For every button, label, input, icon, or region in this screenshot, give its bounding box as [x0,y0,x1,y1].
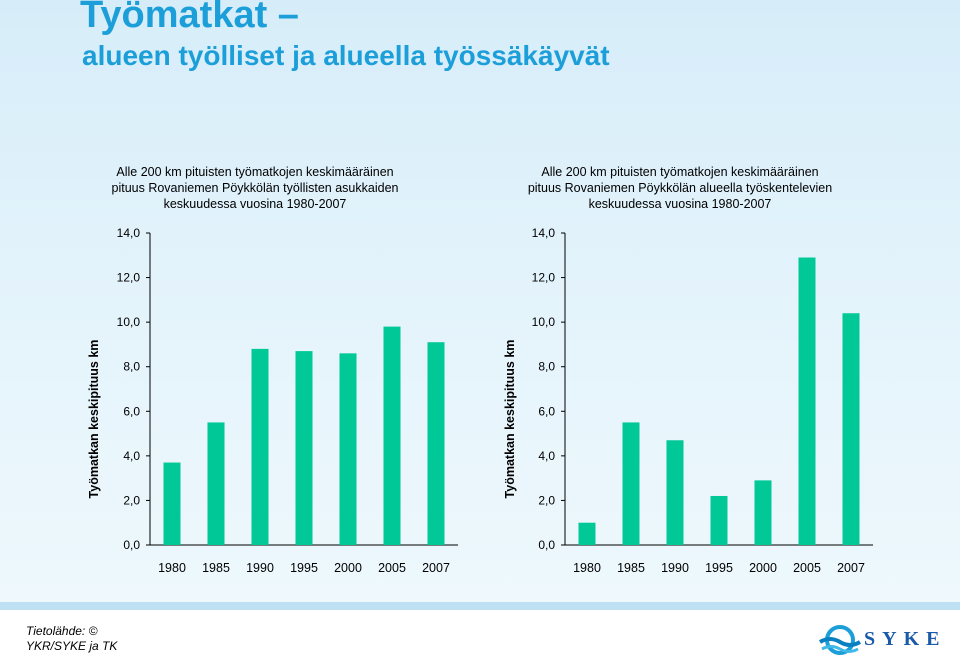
source-line-2: YKR/SYKE ja TK [26,639,118,653]
chart2-y-tick-label: 6,0 [538,404,555,418]
chart2-y-tick-label: 12,0 [532,271,556,285]
chart2-bar-1985 [622,422,640,545]
chart2-bar-2007 [842,313,860,545]
chart1-y-tick-label: 8,0 [123,360,140,374]
chart2-y-tick-label: 2,0 [538,493,555,507]
chart2-title-line-2: pituus Rovaniemen Pöykkölän alueella työ… [528,181,832,195]
syke-logo-icon [818,625,862,655]
chart2-y-axis-label: Työmatkan keskipituus km [503,340,517,499]
chart1-y-tick-label: 14,0 [117,226,141,240]
chart1-bar-1980 [163,462,181,545]
chart1-y-tick-label: 0,0 [123,538,140,552]
syke-logo: SYKE [818,620,939,660]
chart2-bar-2005 [798,257,816,545]
chart2-y-tick-label: 4,0 [538,449,555,463]
chart2-y-tick-label: 10,0 [532,315,556,329]
chart1-x-tick-label: 1995 [290,561,318,575]
chart1-bar-2007 [427,342,445,545]
chart1-bar-2005 [383,326,401,545]
chart2-y-tick-label: 0,0 [538,538,555,552]
chart1-bar-1990 [251,348,269,545]
chart1-x-tick-label: 1980 [158,561,186,575]
chart1-bar-1995 [295,351,313,545]
chart2-bar-1995 [710,495,728,545]
footer-divider [0,602,960,610]
charts-canvas: Alle 200 km pituisten työmatkojen keskim… [87,165,873,575]
chart1-bar-2000 [339,353,357,545]
chart1-x-tick-label: 1990 [246,561,274,575]
chart2-bar-1980 [578,522,596,545]
chart1-title-line-3: keskuudessa vuosina 1980-2007 [164,197,347,211]
chart2-x-tick-label: 2005 [793,561,821,575]
chart1-x-tick-label: 1985 [202,561,230,575]
chart1-bar-1985 [207,422,225,545]
chart2-bar-1990 [666,440,684,545]
chart1-y-tick-label: 10,0 [117,315,141,329]
chart2-x-tick-label: 1995 [705,561,733,575]
chart2-x-tick-label: 2007 [837,561,865,575]
chart2-x-tick-label: 1980 [573,561,601,575]
chart2-x-tick-label: 2000 [749,561,777,575]
chart2-title-line-1: Alle 200 km pituisten työmatkojen keskim… [541,165,818,179]
chart1-y-tick-label: 12,0 [117,271,141,285]
chart1-y-tick-label: 2,0 [123,493,140,507]
chart2-title-line-3: keskuudessa vuosina 1980-2007 [589,197,772,211]
chart1-y-tick-label: 6,0 [123,404,140,418]
chart1-y-axis-label: Työmatkan keskipituus km [87,340,101,499]
chart2-x-tick-label: 1985 [617,561,645,575]
chart1-x-tick-label: 2000 [334,561,362,575]
page-title: Työmatkat – [80,0,299,36]
page-subtitle: alueen työlliset ja alueella työssäkäyvä… [82,40,610,71]
chart2-bar-2000 [754,480,772,545]
source-line-1: Tietolähde: © [26,624,98,638]
chart2-y-tick-label: 14,0 [532,226,556,240]
syke-logo-text: SYKE [864,628,947,650]
chart1-x-tick-label: 2007 [422,561,450,575]
chart1-title-line-2: pituus Rovaniemen Pöykkölän työllisten a… [112,181,399,195]
source-note: Tietolähde: © YKR/SYKE ja TK [26,624,136,654]
chart2-x-tick-label: 1990 [661,561,689,575]
chart1-y-tick-label: 4,0 [123,449,140,463]
chart1-title-line-1: Alle 200 km pituisten työmatkojen keskim… [116,165,393,179]
chart2-y-tick-label: 8,0 [538,360,555,374]
chart1-x-tick-label: 2005 [378,561,406,575]
